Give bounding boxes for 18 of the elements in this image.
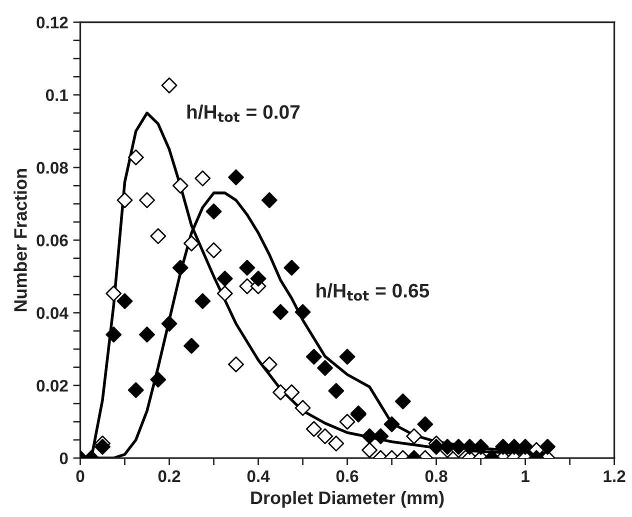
y-tick-label: 0.08 — [36, 162, 68, 174]
x-tick-label: 0 — [76, 470, 84, 482]
y-tick-label: 0.12 — [36, 16, 68, 28]
x-tick-label: 0.4 — [247, 470, 270, 482]
x-tick-label: 1.2 — [604, 470, 626, 482]
y-tick-label: 0.04 — [36, 307, 68, 319]
x-tick-label: 0.8 — [425, 470, 448, 482]
y-axis-title: Number Fraction — [14, 169, 27, 312]
annotation: h/H$_{tot}$ = 0.65 — [316, 283, 430, 301]
y-tick-label: 0.02 — [36, 380, 68, 392]
x-tick-label: 1 — [522, 470, 530, 482]
y-tick-label: 0.1 — [46, 89, 68, 102]
x-tick-label: 0.2 — [158, 470, 180, 482]
x-tick-label: 0.6 — [336, 470, 358, 482]
y-tick-label: 0.06 — [36, 234, 68, 246]
annotation: h/H$_{tot}$ = 0.07 — [187, 104, 300, 122]
y-tick-label: 0 — [60, 452, 68, 464]
x-axis-title: Droplet Diameter (mm) — [251, 490, 444, 508]
